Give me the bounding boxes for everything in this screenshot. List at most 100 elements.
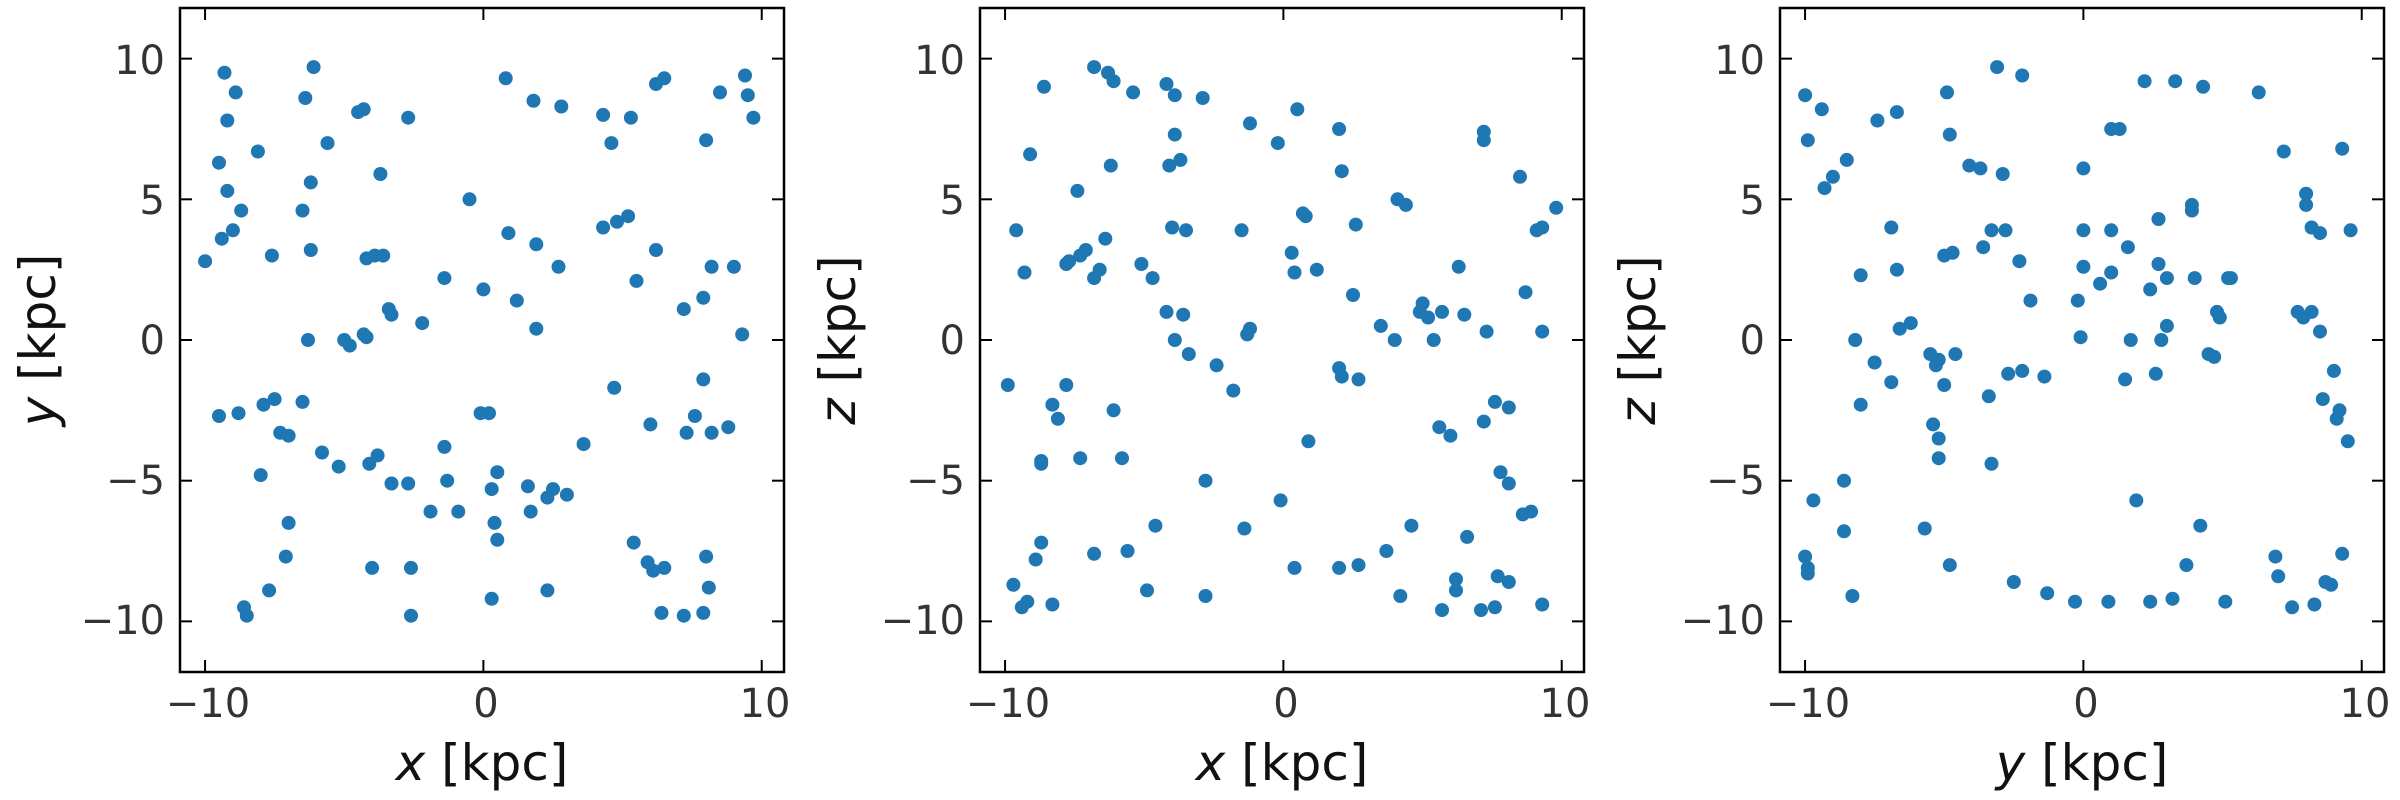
data-point: [657, 560, 672, 575]
data-point: [526, 93, 541, 108]
data-point: [2068, 594, 2082, 609]
y-axis-label: y [kpc]: [9, 254, 67, 429]
data-point: [2296, 310, 2311, 325]
data-point: [746, 110, 761, 125]
data-point: [498, 71, 513, 86]
data-point: [295, 203, 310, 218]
tick-marks: [980, 8, 1584, 672]
data-point: [2343, 223, 2358, 238]
data-point: [1853, 268, 1868, 283]
data-point: [2118, 372, 2133, 387]
ytick-label: −5: [106, 458, 165, 504]
data-point: [2015, 363, 2030, 378]
data-point: [1981, 389, 1996, 404]
data-point: [2073, 330, 2088, 345]
data-point: [2335, 141, 2350, 156]
data-point: [1535, 220, 1550, 235]
data-point: [1962, 158, 1977, 173]
data-point: [2104, 265, 2119, 280]
data-point: [214, 231, 229, 246]
data-point: [643, 417, 658, 432]
data-point: [231, 406, 246, 421]
data-point: [540, 490, 555, 505]
data-point: [220, 113, 235, 128]
x-axis-unit: [kpc]: [1225, 734, 1368, 792]
data-point: [704, 259, 719, 274]
data-point: [301, 333, 315, 347]
data-point: [1474, 603, 1488, 618]
data-point: [2137, 74, 2152, 89]
data-point: [1037, 79, 1051, 94]
data-point: [509, 293, 524, 308]
data-point: [303, 243, 318, 257]
xtick-label: 10: [1540, 681, 1591, 727]
y-axis-variable: z: [809, 397, 867, 426]
xtick-label: 0: [1273, 681, 1298, 727]
x-axis-label: x [kpc]: [394, 734, 569, 792]
data-point: [2196, 79, 2211, 94]
data-point: [228, 85, 243, 100]
data-point: [356, 102, 371, 117]
y-axis-unit: [kpc]: [1609, 255, 1667, 398]
data-point: [462, 192, 477, 207]
data-point: [1023, 147, 1038, 162]
data-point: [1020, 594, 1035, 609]
data-point: [1332, 122, 1347, 136]
data-point: [404, 560, 418, 575]
data-point: [1490, 569, 1505, 584]
data-point: [1889, 262, 1904, 277]
data-point: [1373, 318, 1388, 333]
data-point: [1903, 316, 1918, 331]
ytick-label: 5: [1740, 178, 1765, 224]
xtick-label: −10: [1766, 681, 1850, 727]
data-point: [1535, 324, 1550, 339]
data-point: [356, 327, 371, 342]
data-point: [331, 459, 346, 474]
data-point: [1515, 507, 1530, 522]
data-point: [1426, 333, 1441, 347]
data-point: [220, 183, 235, 198]
data-point: [1984, 223, 1999, 238]
ytick-label: 0: [140, 318, 165, 364]
data-point: [1240, 327, 1255, 342]
tick-marks: [180, 8, 784, 672]
tick-marks: [1780, 8, 2384, 672]
data-point: [1290, 102, 1305, 117]
ytick-label: 10: [914, 38, 965, 84]
y-axis-label: z [kpc]: [1609, 255, 1667, 425]
data-point: [2184, 197, 2199, 212]
data-point: [370, 448, 385, 463]
data-point: [212, 409, 226, 423]
data-point: [1800, 133, 1815, 148]
data-point: [2015, 68, 2030, 83]
data-point: [1393, 589, 1408, 603]
data-point: [1298, 209, 1313, 224]
data-point: [198, 254, 213, 269]
data-point: [1990, 60, 2005, 75]
data-point: [1421, 310, 1436, 325]
data-point: [306, 60, 321, 75]
x-axis-unit: [kpc]: [2025, 734, 2168, 792]
data-point: [559, 487, 574, 502]
panel-xz: −10 0 10 −10 −5 0 5 10 x [kpc] z [kpc]: [809, 6, 1591, 792]
data-point: [2120, 240, 2135, 255]
data-point: [1973, 161, 1988, 176]
data-point: [1106, 74, 1121, 89]
data-point: [657, 71, 672, 86]
data-point: [1443, 428, 1458, 443]
data-point: [1518, 285, 1533, 300]
data-point: [1853, 397, 1868, 412]
data-point: [1931, 451, 1946, 466]
data-point: [2168, 74, 2183, 89]
data-point: [1435, 304, 1449, 319]
data-point: [373, 167, 388, 181]
data-point: [696, 290, 711, 305]
data-point: [699, 133, 714, 148]
data-point: [2299, 186, 2314, 201]
data-point: [1167, 127, 1182, 142]
data-point: [738, 68, 752, 83]
data-point: [1106, 403, 1121, 418]
data-point: [376, 248, 391, 263]
data-point: [696, 605, 711, 620]
data-point: [696, 372, 711, 387]
